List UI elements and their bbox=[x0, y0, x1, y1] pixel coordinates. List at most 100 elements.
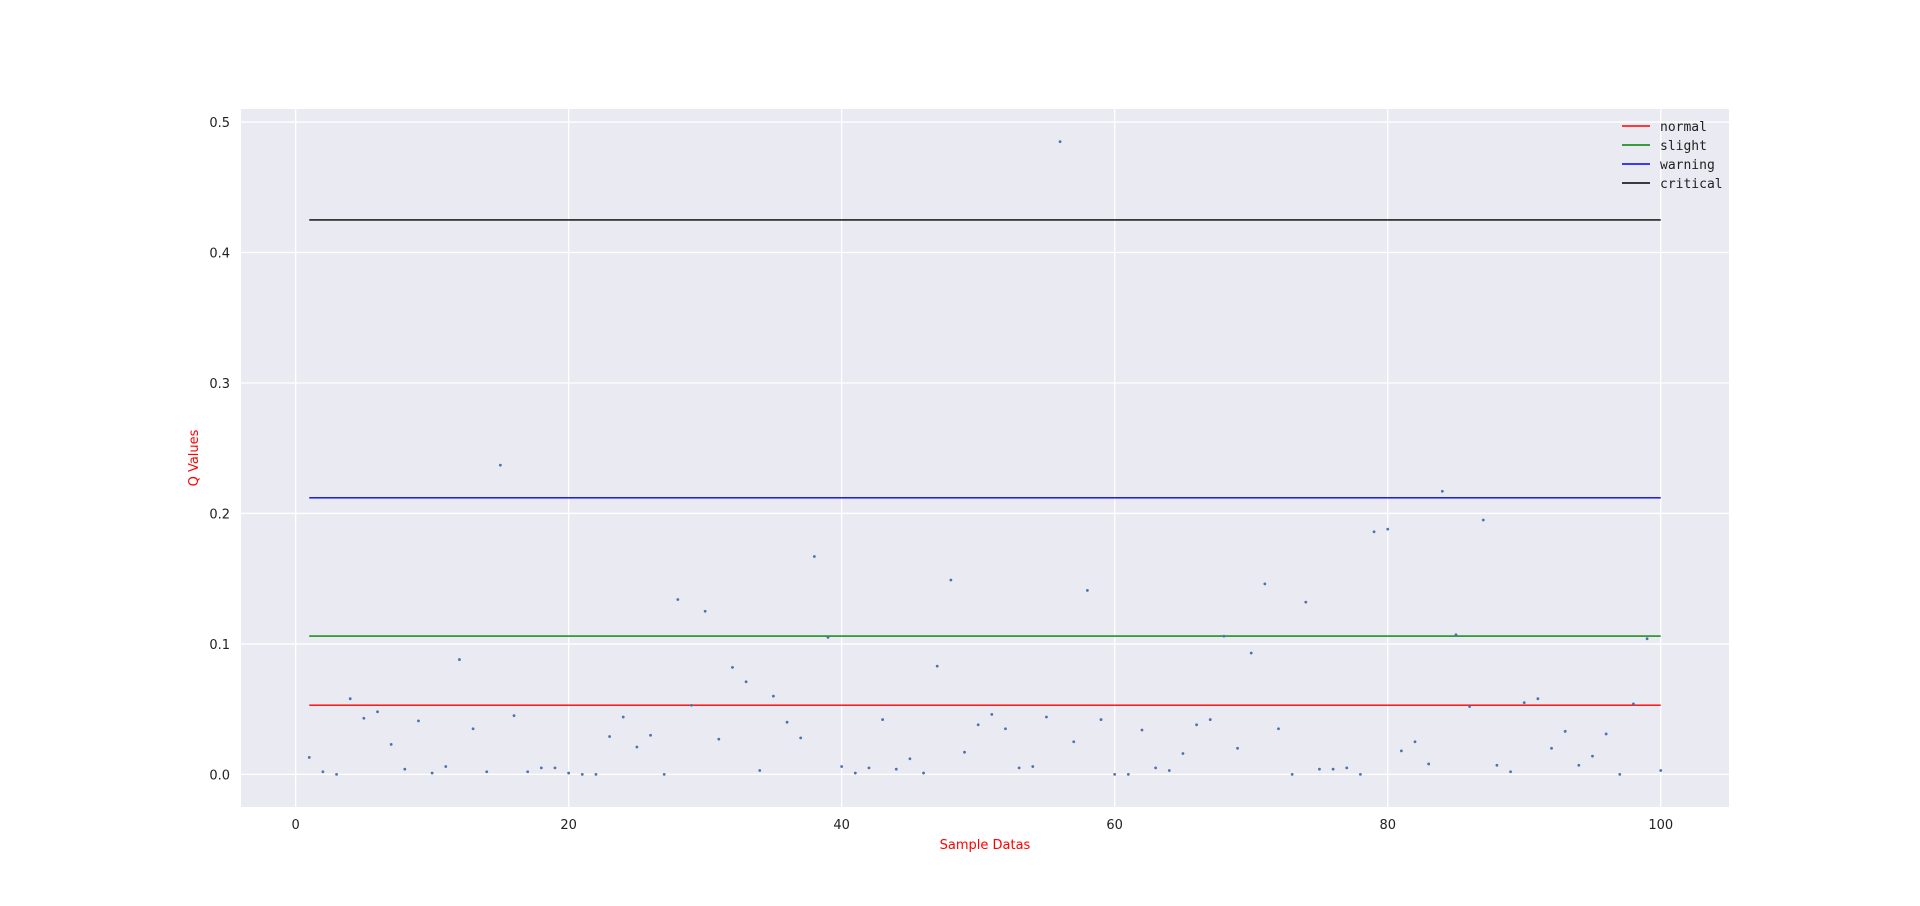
data-point bbox=[976, 723, 980, 727]
data-point bbox=[594, 772, 598, 776]
legend: normal slight warning critical bbox=[1622, 120, 1723, 192]
data-point bbox=[1359, 772, 1362, 776]
data-point bbox=[949, 578, 953, 582]
data-point bbox=[1249, 651, 1253, 655]
data-point bbox=[307, 756, 311, 759]
data-point bbox=[1604, 732, 1608, 736]
data-point bbox=[403, 767, 407, 771]
legend-label-critical: critical bbox=[1660, 177, 1723, 192]
x-tick-label: 80 bbox=[1379, 818, 1396, 833]
data-point bbox=[1113, 772, 1117, 776]
data-point bbox=[1509, 770, 1512, 774]
data-point bbox=[580, 772, 584, 776]
data-point bbox=[417, 719, 420, 723]
data-point bbox=[840, 765, 844, 768]
data-point bbox=[1304, 600, 1308, 604]
y-tick-label: 0.0 bbox=[209, 768, 230, 783]
data-point bbox=[758, 769, 762, 772]
data-point bbox=[335, 772, 338, 776]
legend-label-slight: slight bbox=[1660, 139, 1707, 154]
data-point bbox=[1427, 762, 1431, 766]
data-point bbox=[1399, 749, 1403, 753]
data-point bbox=[1632, 702, 1635, 706]
x-tick-label: 40 bbox=[833, 818, 850, 833]
data-point bbox=[963, 750, 966, 754]
data-point bbox=[430, 771, 434, 775]
data-point bbox=[744, 680, 748, 684]
data-point bbox=[1331, 767, 1335, 771]
data-point bbox=[703, 609, 707, 613]
data-point bbox=[1659, 769, 1663, 772]
data-point bbox=[321, 770, 325, 774]
data-point bbox=[1577, 763, 1581, 767]
data-point bbox=[376, 710, 379, 714]
data-point bbox=[662, 772, 666, 776]
data-point bbox=[1290, 772, 1294, 776]
data-point bbox=[1481, 518, 1485, 522]
y-tick-label: 0.5 bbox=[209, 116, 230, 131]
data-point bbox=[826, 635, 830, 639]
data-point bbox=[1440, 489, 1444, 493]
data-point bbox=[458, 658, 461, 661]
data-point bbox=[539, 766, 543, 770]
legend-label-warning: warning bbox=[1660, 158, 1715, 173]
y-tick-label: 0.1 bbox=[209, 638, 230, 653]
data-point bbox=[1618, 772, 1622, 776]
data-point bbox=[1550, 746, 1553, 750]
data-point bbox=[498, 463, 502, 467]
data-point bbox=[1004, 727, 1007, 731]
data-point bbox=[690, 703, 693, 707]
data-point bbox=[717, 737, 721, 741]
data-point bbox=[799, 736, 803, 740]
data-point bbox=[1085, 589, 1089, 592]
y-tick-label: 0.2 bbox=[209, 507, 230, 522]
data-point bbox=[853, 771, 857, 775]
data-point bbox=[1045, 715, 1048, 719]
data-point bbox=[567, 771, 571, 775]
data-point bbox=[812, 555, 816, 558]
x-tick-label: 60 bbox=[1106, 818, 1123, 833]
data-point bbox=[635, 745, 639, 749]
data-point bbox=[553, 766, 557, 770]
data-point bbox=[676, 598, 680, 601]
data-point bbox=[526, 770, 530, 774]
data-points bbox=[307, 140, 1663, 776]
data-point bbox=[444, 765, 448, 768]
data-point bbox=[1236, 746, 1239, 750]
y-tick-label: 0.4 bbox=[209, 247, 230, 262]
data-point bbox=[1386, 527, 1390, 531]
data-point bbox=[1263, 582, 1267, 586]
data-point bbox=[1345, 766, 1349, 770]
data-point bbox=[1154, 766, 1158, 770]
data-point bbox=[621, 715, 625, 719]
data-point bbox=[1167, 769, 1171, 772]
data-point bbox=[1181, 752, 1185, 755]
data-point bbox=[1591, 754, 1594, 758]
data-point bbox=[1222, 634, 1226, 638]
data-point bbox=[1017, 766, 1021, 770]
data-point bbox=[608, 735, 611, 738]
data-point bbox=[1468, 705, 1472, 708]
x-tick-label: 20 bbox=[560, 818, 577, 833]
grid bbox=[241, 109, 1729, 807]
data-point bbox=[894, 767, 898, 771]
data-point bbox=[485, 770, 489, 774]
data-point bbox=[1058, 140, 1062, 144]
data-point bbox=[1277, 727, 1280, 731]
data-point bbox=[785, 720, 789, 724]
data-point bbox=[1413, 740, 1417, 744]
data-point bbox=[1563, 729, 1567, 733]
data-point bbox=[1126, 772, 1130, 776]
x-tick-label: 100 bbox=[1648, 818, 1673, 833]
data-point bbox=[1195, 723, 1198, 727]
data-point bbox=[1140, 728, 1144, 732]
data-point bbox=[1454, 633, 1458, 637]
data-point bbox=[362, 716, 366, 720]
data-point bbox=[1318, 767, 1321, 771]
data-point bbox=[881, 718, 885, 721]
data-point bbox=[867, 766, 871, 770]
data-point bbox=[772, 694, 775, 698]
x-axis-title: Sample Datas bbox=[940, 838, 1031, 853]
